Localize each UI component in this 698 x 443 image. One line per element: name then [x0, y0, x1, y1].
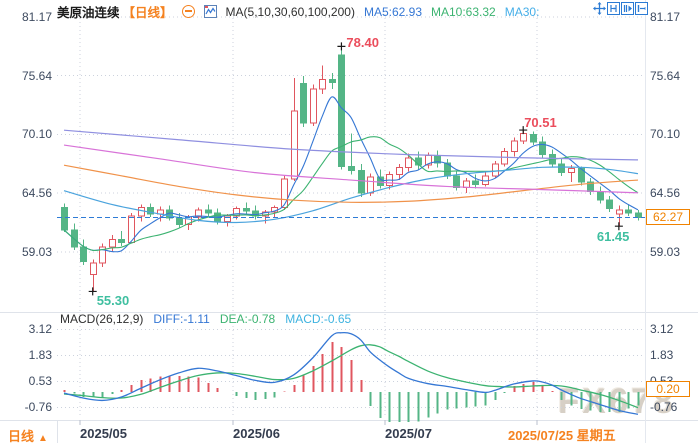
x-axis-month-label: 2025/05	[80, 426, 127, 441]
macd-y-axis-label-right: -0.76	[650, 400, 678, 415]
macd-y-axis-label-left: 0.53	[28, 374, 52, 389]
chart-toolbar	[593, 2, 648, 15]
main-chart-header: 美原油连续 【日线】 MA(5,10,30,60,100,200) MA5:62.…	[57, 2, 539, 21]
dropdown-arrow-icon: ▲	[38, 433, 48, 443]
price-annotation-high: 78.40	[346, 35, 379, 51]
x-axis-month-label: 2025/06	[233, 426, 280, 441]
x-axis-month-label: 2025/07	[385, 426, 432, 441]
ma10-value: MA10:63.32	[431, 4, 496, 19]
main-y-axis-label-right: 59.03	[650, 244, 681, 259]
macd-y-axis-label-right: 3.12	[650, 322, 674, 337]
macd-y-axis-label-left: -0.76	[24, 400, 52, 415]
main-y-axis-label-right: 70.10	[650, 127, 681, 142]
fit-range-icon[interactable]	[607, 2, 620, 15]
x-axis-current-date: 2025/07/25 星期五	[505, 425, 619, 443]
main-y-axis-label-left: 81.17	[21, 10, 52, 24]
price-annotation-high: 70.51	[524, 115, 557, 131]
scroll-forward-icon[interactable]	[621, 2, 634, 15]
chart-style-icon[interactable]	[203, 5, 217, 18]
pan-icon[interactable]	[593, 2, 606, 15]
price-annotation-low: 55.30	[96, 293, 130, 309]
main-y-axis-label-left: 64.56	[21, 186, 52, 201]
zoom-out-icon[interactable]	[181, 5, 195, 18]
main-y-axis-label-left: 70.10	[21, 127, 52, 142]
main-y-axis-label-right: 64.56	[650, 186, 681, 201]
ma-settings-label: MA(5,10,30,60,100,200)	[225, 4, 355, 19]
main-y-axis-label-right: 75.64	[650, 68, 681, 83]
symbol-name: 美原油连续	[57, 6, 120, 20]
macd-y-axis-label-right: 1.83	[650, 348, 674, 363]
macd-header: MACD(26,12,9) DIFF:-1.11 DEA:-0.78 MACD:…	[60, 312, 351, 326]
ma5-value: MA5:62.93	[363, 4, 422, 19]
main-y-axis-label-right: 81.17	[650, 10, 681, 24]
main-y-axis-label-left: 59.03	[21, 244, 52, 259]
macd-diff-value: DIFF:-1.11	[153, 312, 210, 326]
period-selector[interactable]: 日线 ▲	[8, 426, 48, 443]
macd-macd-value: MACD:-0.65	[285, 312, 352, 326]
price-annotation-low: 61.45	[596, 229, 630, 245]
macd-y-axis-label-left: 3.12	[28, 322, 52, 337]
macd-current-value-box: 0.20	[646, 380, 690, 397]
jump-latest-icon[interactable]	[635, 2, 648, 15]
macd-y-axis-label-left: 1.83	[28, 348, 52, 363]
current-price-box: 62.27	[646, 209, 690, 226]
macd-title: MACD(26,12,9)	[60, 312, 144, 326]
macd-dea-value: DEA:-0.78	[219, 312, 276, 326]
main-y-axis-label-left: 75.64	[21, 68, 52, 83]
period-label: 日线	[8, 429, 35, 443]
period-tag: 【日线】	[122, 6, 173, 20]
ma30-value: MA30:	[504, 4, 540, 19]
